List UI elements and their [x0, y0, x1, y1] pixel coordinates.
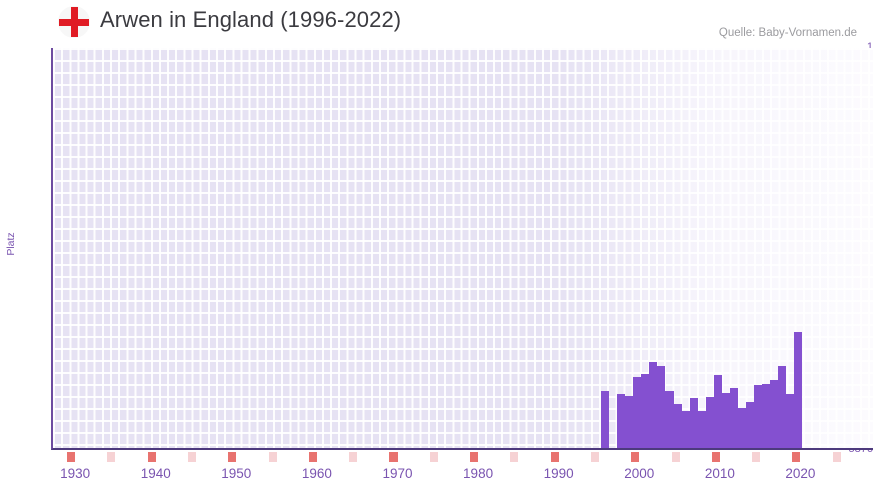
x-tick-minor-2025 — [832, 452, 841, 462]
y-tick-top: 1 — [866, 41, 873, 53]
bar-1998[interactable] — [617, 393, 626, 448]
x-tick-minor-1965 — [349, 452, 358, 462]
x-tick-label-1940: 1940 — [140, 466, 171, 481]
x-tick-label-1990: 1990 — [543, 466, 574, 481]
bar-2000[interactable] — [633, 376, 642, 448]
x-tick-major-1960 — [308, 452, 317, 462]
x-tick-major-1940 — [147, 452, 156, 462]
x-tick-label-2000: 2000 — [624, 466, 655, 481]
bar-2013[interactable] — [738, 407, 747, 448]
x-tick-label-2010: 2010 — [704, 466, 735, 481]
bar-2003[interactable] — [657, 366, 666, 448]
bar-2019[interactable] — [786, 393, 795, 448]
x-tick-minor-1935 — [107, 452, 116, 462]
x-tick-major-1950 — [228, 452, 237, 462]
x-tick-marker-row — [51, 452, 873, 462]
x-tick-label-1980: 1980 — [463, 466, 494, 481]
x-tick-major-2020 — [792, 452, 801, 462]
bar-2008[interactable] — [697, 411, 706, 448]
x-tick-label-1970: 1970 — [382, 466, 413, 481]
bar-2015[interactable] — [754, 384, 763, 448]
x-tick-label-1960: 1960 — [301, 466, 332, 481]
x-tick-minor-2005 — [671, 452, 680, 462]
chart-header: Arwen in England (1996-2022) Quelle: Bab… — [0, 0, 873, 48]
x-tick-major-1930 — [67, 452, 76, 462]
x-tick-minor-1985 — [510, 452, 519, 462]
bar-2009[interactable] — [705, 396, 714, 448]
bar-2002[interactable] — [649, 362, 658, 448]
x-tick-minor-1975 — [429, 452, 438, 462]
y-axis-label: Platz — [5, 232, 17, 256]
x-tick-label-2020: 2020 — [785, 466, 816, 481]
x-tick-major-1980 — [470, 452, 479, 462]
bar-2017[interactable] — [770, 379, 779, 448]
bar-2012[interactable] — [729, 388, 738, 448]
bar-2011[interactable] — [721, 392, 730, 448]
bar-2020[interactable] — [794, 331, 803, 448]
x-tick-minor-1955 — [268, 452, 277, 462]
x-tick-major-1970 — [389, 452, 398, 462]
bar-2007[interactable] — [689, 398, 698, 448]
x-tick-minor-1945 — [188, 452, 197, 462]
england-flag-icon — [58, 6, 90, 38]
bar-2001[interactable] — [641, 373, 650, 448]
bar-2010[interactable] — [713, 375, 722, 448]
bar-1996[interactable] — [601, 390, 610, 448]
bar-series — [53, 48, 873, 448]
bar-2014[interactable] — [746, 401, 755, 448]
x-tick-major-2000 — [631, 452, 640, 462]
bar-2004[interactable] — [665, 390, 674, 448]
x-tick-major-2010 — [711, 452, 720, 462]
page-title: Arwen in England (1996-2022) — [100, 7, 402, 32]
x-tick-major-1990 — [550, 452, 559, 462]
bar-2006[interactable] — [681, 411, 690, 448]
x-tick-label-1950: 1950 — [221, 466, 252, 481]
x-tick-minor-2015 — [752, 452, 761, 462]
x-tick-minor-1995 — [590, 452, 599, 462]
source-note: Quelle: Baby-Vornamen.de — [718, 27, 857, 39]
bar-2016[interactable] — [762, 383, 771, 448]
bar-1999[interactable] — [625, 395, 634, 448]
plot-area — [51, 48, 873, 450]
bar-2018[interactable] — [778, 366, 787, 448]
x-tick-label-1930: 1930 — [60, 466, 91, 481]
bar-2005[interactable] — [673, 404, 682, 448]
